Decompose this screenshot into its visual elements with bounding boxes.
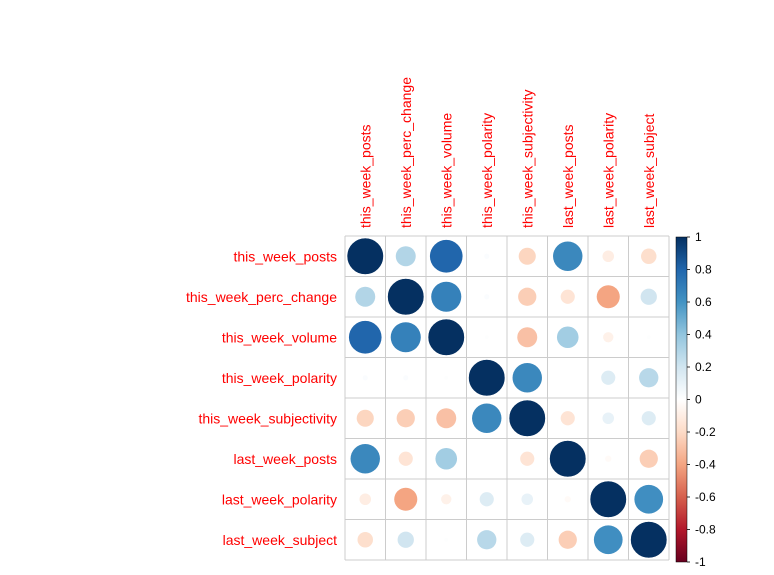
corr-circle bbox=[429, 239, 463, 273]
corr-circle bbox=[359, 493, 372, 506]
colorbar-tick-label: -0.6 bbox=[695, 490, 716, 504]
corr-circle bbox=[444, 537, 449, 542]
corr-circle bbox=[346, 237, 384, 275]
corr-circle bbox=[560, 411, 575, 426]
colorbar-tick-label: 0 bbox=[695, 393, 702, 407]
corr-circle bbox=[518, 247, 536, 265]
corr-circle bbox=[602, 250, 615, 263]
corr-circle bbox=[435, 447, 458, 470]
corr-circle bbox=[390, 322, 421, 353]
corr-circle bbox=[348, 320, 382, 354]
corr-circle bbox=[484, 253, 490, 259]
row-label: this_week_polarity bbox=[222, 370, 337, 386]
colorbar-tick-label: -1 bbox=[695, 555, 706, 569]
colorbar-tick-label: -0.4 bbox=[695, 458, 716, 472]
corr-circle bbox=[356, 409, 374, 427]
corr-circle bbox=[479, 492, 494, 507]
corr-circle bbox=[553, 241, 583, 271]
corr-circle bbox=[387, 278, 425, 316]
corr-circle bbox=[601, 370, 616, 385]
colorbar-tick-label: 0.6 bbox=[695, 295, 712, 309]
corr-circle bbox=[603, 332, 614, 343]
corr-circle bbox=[560, 289, 575, 304]
row-label: last_week_polarity bbox=[222, 491, 337, 507]
column-label: this_week_perc_change bbox=[398, 77, 414, 228]
corr-circle bbox=[605, 455, 612, 462]
corr-circle bbox=[398, 451, 413, 466]
column-label: this_week_volume bbox=[438, 113, 454, 228]
corr-circle bbox=[630, 521, 668, 559]
column-label: this_week_polarity bbox=[479, 113, 495, 228]
corr-circle bbox=[641, 411, 656, 426]
corr-circle bbox=[593, 525, 623, 555]
corr-circle bbox=[395, 246, 416, 267]
corr-circle bbox=[484, 335, 489, 340]
corr-circle bbox=[517, 327, 538, 348]
corr-circle bbox=[394, 487, 418, 511]
corr-circle bbox=[589, 480, 627, 518]
corr-circle bbox=[602, 412, 615, 425]
column-label: this_week_posts bbox=[357, 124, 373, 228]
corr-circle bbox=[520, 451, 535, 466]
column-label: this_week_subjectivity bbox=[519, 89, 535, 228]
row-label: this_week_posts bbox=[233, 248, 337, 264]
column-label: last_week_posts bbox=[560, 124, 576, 228]
corr-circle bbox=[350, 444, 380, 474]
colorbar-tick-label: 0.4 bbox=[695, 328, 712, 342]
corr-circle bbox=[512, 363, 542, 393]
corr-circle bbox=[397, 531, 414, 548]
colorbar-gradient bbox=[675, 236, 688, 563]
column-labels: this_week_posts this_week_perc_change this… bbox=[357, 77, 657, 228]
corr-circle bbox=[549, 440, 587, 478]
corr-circle bbox=[484, 294, 490, 300]
corr-circle bbox=[564, 496, 571, 503]
corr-circle bbox=[641, 248, 657, 264]
corr-circle bbox=[441, 494, 452, 505]
corr-circle bbox=[634, 484, 664, 514]
row-labels: this_week_posts this_week_perc_changethis… bbox=[186, 248, 337, 548]
corr-circle bbox=[468, 359, 506, 397]
corr-circle bbox=[558, 530, 577, 549]
corr-circle bbox=[362, 375, 368, 381]
corr-circle bbox=[556, 326, 579, 349]
colorbar: 1 0.8 0.6 0.4 0.2 0 -0.2 -0.4 -0.6 -0.8 -1 bbox=[675, 230, 716, 569]
corr-circle bbox=[396, 409, 415, 428]
corr-circle bbox=[427, 318, 465, 356]
corr-circle bbox=[444, 375, 449, 380]
corr-circle bbox=[477, 530, 497, 550]
corr-circle bbox=[639, 368, 659, 388]
row-label: this_week_subjectivity bbox=[198, 410, 337, 426]
corr-circle bbox=[639, 449, 658, 468]
corr-circle bbox=[518, 287, 537, 306]
colorbar-tick-label: 0.8 bbox=[695, 263, 712, 277]
colorbar-tick-label: -0.2 bbox=[695, 425, 716, 439]
corr-circle bbox=[436, 408, 457, 429]
corr-circle bbox=[472, 403, 502, 433]
corr-circle bbox=[355, 286, 376, 307]
row-label: last_week_posts bbox=[233, 451, 337, 467]
corr-circle bbox=[640, 288, 657, 305]
grid bbox=[344, 235, 670, 561]
colorbar-tick-label: 1 bbox=[695, 230, 702, 244]
corr-circle bbox=[357, 532, 373, 548]
corr-circle bbox=[646, 335, 651, 340]
colorbar-tick-label: -0.8 bbox=[695, 523, 716, 537]
corr-circle bbox=[596, 285, 620, 309]
row-label: this_week_volume bbox=[222, 329, 337, 345]
row-label: last_week_subject bbox=[223, 532, 338, 548]
corr-circle bbox=[403, 375, 409, 381]
corr-circle bbox=[521, 493, 534, 506]
corr-circle bbox=[431, 281, 462, 312]
column-label: last_week_polarity bbox=[600, 113, 616, 228]
column-label: last_week_subject bbox=[641, 113, 657, 228]
corr-circle bbox=[520, 532, 535, 547]
corr-circle bbox=[508, 399, 546, 437]
colorbar-tick-label: 0.2 bbox=[695, 360, 712, 374]
row-label: this_week_perc_change bbox=[186, 289, 337, 305]
correlation-circles bbox=[346, 237, 668, 559]
